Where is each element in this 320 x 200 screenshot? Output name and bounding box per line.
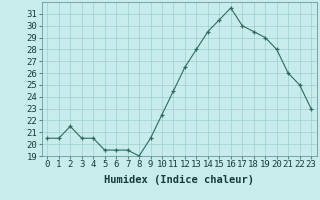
X-axis label: Humidex (Indice chaleur): Humidex (Indice chaleur) (104, 175, 254, 185)
